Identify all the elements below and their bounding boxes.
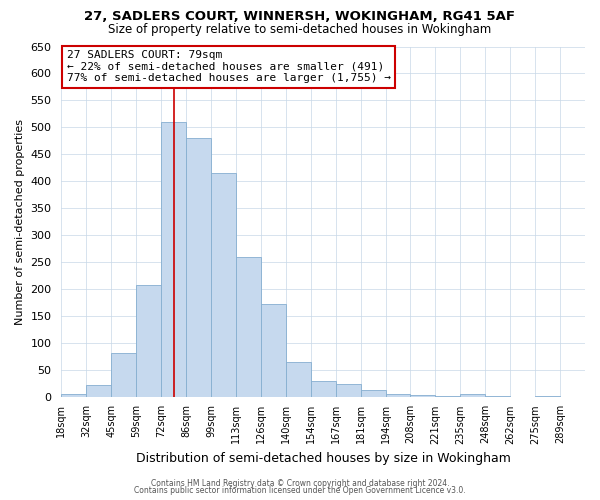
Y-axis label: Number of semi-detached properties: Number of semi-detached properties bbox=[15, 118, 25, 324]
Text: Size of property relative to semi-detached houses in Wokingham: Size of property relative to semi-detach… bbox=[109, 22, 491, 36]
Text: 27 SADLERS COURT: 79sqm
← 22% of semi-detached houses are smaller (491)
77% of s: 27 SADLERS COURT: 79sqm ← 22% of semi-de… bbox=[67, 50, 391, 83]
Bar bbox=[335, 384, 361, 396]
Bar bbox=[211, 173, 236, 396]
Bar bbox=[236, 256, 261, 396]
Bar bbox=[386, 394, 410, 396]
Bar bbox=[136, 285, 161, 397]
Bar bbox=[111, 354, 136, 397]
X-axis label: Distribution of semi-detached houses by size in Wokingham: Distribution of semi-detached houses by … bbox=[136, 452, 511, 465]
Bar bbox=[361, 390, 386, 396]
Text: 27, SADLERS COURT, WINNERSH, WOKINGHAM, RG41 5AF: 27, SADLERS COURT, WINNERSH, WOKINGHAM, … bbox=[85, 10, 515, 23]
Bar bbox=[61, 394, 86, 396]
Bar bbox=[261, 304, 286, 396]
Bar bbox=[86, 384, 111, 396]
Bar bbox=[410, 395, 436, 396]
Bar bbox=[161, 122, 186, 396]
Text: Contains public sector information licensed under the Open Government Licence v3: Contains public sector information licen… bbox=[134, 486, 466, 495]
Bar bbox=[460, 394, 485, 396]
Bar bbox=[186, 138, 211, 396]
Bar bbox=[311, 382, 335, 396]
Text: Contains HM Land Registry data © Crown copyright and database right 2024.: Contains HM Land Registry data © Crown c… bbox=[151, 478, 449, 488]
Bar bbox=[286, 362, 311, 396]
